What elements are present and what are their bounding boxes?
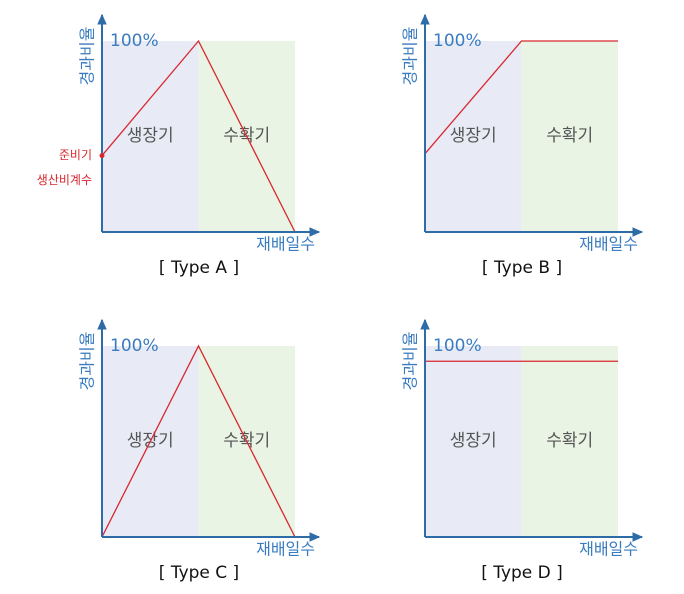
- region: [425, 346, 522, 537]
- region-label: 수확기: [546, 431, 593, 451]
- y-tick-label: 100%: [433, 31, 482, 51]
- panel-title: [ Type D ]: [481, 563, 563, 583]
- region: [425, 41, 522, 232]
- region-label: 생장기: [450, 431, 497, 451]
- x-axis-label: 재배일수: [579, 235, 638, 254]
- x-axis-label: 재배일수: [256, 235, 315, 254]
- x-axis-label: 재배일수: [579, 540, 638, 559]
- region-label: 수확기: [546, 126, 593, 146]
- data-line: [101, 39, 296, 233]
- panel-title: [ Type B ]: [482, 258, 562, 278]
- y-axis-label: 경과비율: [401, 332, 420, 391]
- region: [521, 346, 618, 537]
- y-axis-label: 경과비율: [78, 27, 97, 86]
- y-tick-label: 100%: [110, 31, 159, 51]
- region-label: 생장기: [127, 126, 174, 146]
- y-tick-label: 100%: [110, 336, 159, 356]
- annotation-dot: [99, 153, 105, 159]
- annotation: 생산비계수: [37, 173, 92, 187]
- y-axis-label: 경과비율: [78, 332, 97, 391]
- x-axis-label: 재배일수: [256, 540, 315, 559]
- region: [521, 41, 618, 232]
- annotation: 준비기: [59, 148, 92, 162]
- panel-title: [ Type C ]: [159, 563, 239, 583]
- y-axis-label: 경과비율: [401, 27, 420, 86]
- y-tick-label: 100%: [433, 336, 482, 356]
- data-line: [424, 40, 618, 155]
- panel-title: [ Type A ]: [159, 258, 239, 278]
- region-label: 생장기: [450, 126, 497, 146]
- data-line: [101, 344, 296, 538]
